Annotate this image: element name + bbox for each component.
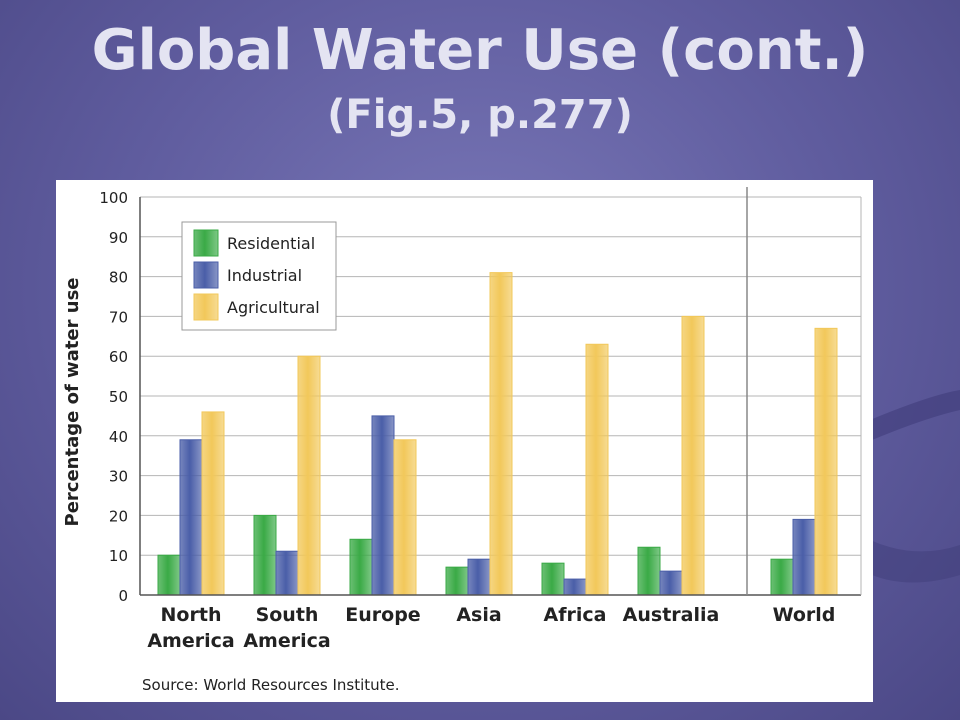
y-axis-ticks: 0 10 20 30 40 50 60 70 80 90 100 (99, 189, 128, 605)
bar-agricultural (393, 439, 417, 596)
bar-agricultural (297, 355, 321, 596)
y-tick-label: 50 (109, 388, 128, 406)
legend-label: Agricultural (227, 298, 320, 317)
bar-industrial (563, 578, 587, 596)
category-label: America (147, 630, 234, 652)
y-tick-label: 80 (109, 269, 128, 287)
legend-label: Residential (227, 234, 315, 253)
y-tick-label: 40 (109, 428, 128, 446)
category-label: South (256, 604, 319, 626)
bar-residential (349, 538, 373, 596)
slide-title: Global Water Use (cont.) (91, 18, 869, 83)
y-tick-label: 60 (109, 348, 128, 366)
bar-agricultural (489, 272, 513, 596)
category-label: Europe (345, 604, 420, 626)
bar-agricultural (814, 327, 838, 596)
legend-swatch (193, 293, 219, 321)
bar-residential (253, 514, 277, 596)
bar-industrial (371, 415, 395, 596)
bar-industrial (467, 558, 491, 596)
category-label: North (161, 604, 222, 626)
y-tick-label: 0 (118, 587, 128, 605)
bar-industrial (275, 550, 299, 596)
bar-industrial (792, 518, 816, 596)
y-tick-label: 30 (109, 468, 128, 486)
legend-swatch (193, 261, 219, 289)
bar-residential (637, 546, 661, 596)
legend: Residential Industrial Agricultural (181, 221, 337, 331)
bar-industrial (179, 439, 203, 596)
source-note: Source: World Resources Institute. (142, 676, 400, 694)
chart-panel: 0 10 20 30 40 50 60 70 80 90 100 North America South… (56, 180, 873, 702)
bar-agricultural (585, 343, 609, 596)
bar-residential (770, 558, 794, 596)
bar-agricultural (201, 411, 225, 596)
water-use-bar-chart: 0 10 20 30 40 50 60 70 80 90 100 North America South… (62, 187, 862, 694)
y-tick-label: 100 (99, 189, 128, 207)
y-axis-label: Percentage of water use (62, 277, 83, 526)
x-axis-category-labels: North America South America Europe Asia Africa… (147, 604, 835, 652)
y-tick-label: 70 (109, 308, 128, 326)
category-label: Africa (544, 604, 607, 626)
bar-industrial (659, 570, 683, 596)
y-tick-label: 10 (109, 547, 128, 565)
bar-residential (445, 566, 469, 596)
axes (139, 187, 862, 596)
slide-subtitle: (Fig.5, p.277) (327, 92, 633, 138)
category-label: America (243, 630, 330, 652)
bar-residential (157, 554, 181, 596)
bars (157, 272, 838, 596)
category-label: Australia (623, 604, 720, 626)
category-label: Asia (456, 604, 501, 626)
bar-residential (541, 562, 565, 596)
category-label: World (773, 604, 836, 626)
legend-swatch (193, 229, 219, 257)
y-tick-label: 90 (109, 229, 128, 247)
bar-agricultural (681, 315, 705, 596)
y-tick-label: 20 (109, 507, 128, 525)
legend-label: Industrial (227, 266, 302, 285)
